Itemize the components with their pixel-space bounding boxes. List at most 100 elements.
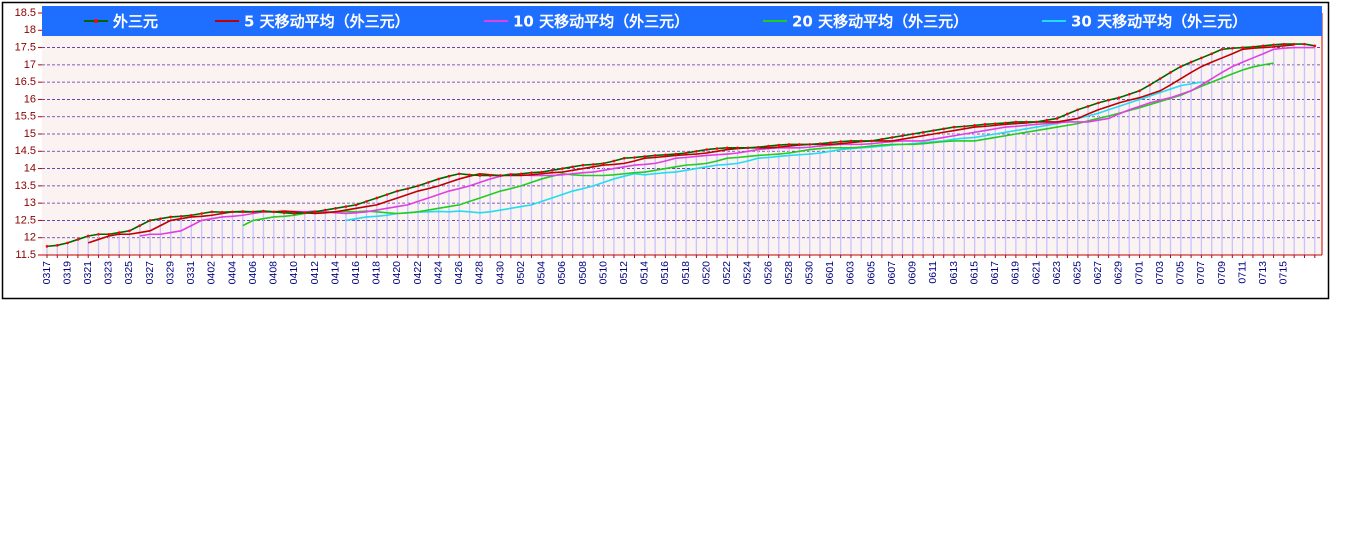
x-tick-label: 0703 <box>1154 261 1166 285</box>
point <box>973 124 976 127</box>
x-tick-label: 0422 <box>412 261 424 285</box>
point <box>1261 44 1265 48</box>
point <box>1045 118 1049 122</box>
point <box>138 224 142 227</box>
point <box>715 147 719 150</box>
point <box>76 238 80 241</box>
x-tick-label: 0418 <box>371 261 383 285</box>
point <box>1220 48 1224 51</box>
y-tick-label: 15 <box>24 128 36 140</box>
point <box>437 177 440 181</box>
x-tick-label: 0514 <box>639 261 651 285</box>
point <box>530 171 533 175</box>
point <box>468 173 471 177</box>
point <box>1014 120 1018 124</box>
point <box>1251 45 1255 49</box>
point <box>1127 92 1131 96</box>
legend-label: 5 天移动平均（外三元） <box>244 13 410 31</box>
x-tick-label: 0611 <box>927 261 939 284</box>
x-tick-label: 0522 <box>721 261 733 285</box>
point <box>767 144 770 148</box>
point <box>519 172 523 176</box>
point <box>839 140 842 143</box>
point <box>354 203 358 207</box>
x-tick-label: 0502 <box>515 261 527 285</box>
point <box>1148 83 1152 87</box>
point <box>303 211 306 215</box>
point <box>220 210 224 214</box>
point <box>334 207 337 210</box>
x-tick-label: 0329 <box>164 261 176 285</box>
point <box>231 210 234 214</box>
y-tick-label: 13.5 <box>15 180 36 192</box>
point <box>272 210 276 214</box>
point <box>818 142 822 145</box>
x-tick-label: 0414 <box>329 261 341 285</box>
point <box>550 169 554 172</box>
y-tick-label: 18.5 <box>15 7 36 19</box>
point <box>829 141 832 144</box>
point <box>457 172 461 176</box>
point <box>251 210 255 214</box>
x-tick-label: 0613 <box>948 261 960 285</box>
x-tick-label: 0508 <box>577 261 589 285</box>
point <box>1231 46 1234 50</box>
point <box>787 143 791 146</box>
point <box>45 245 49 248</box>
point <box>488 174 492 177</box>
x-tick-label: 0709 <box>1216 261 1228 285</box>
x-tick-label: 0408 <box>268 261 280 285</box>
x-tick-label: 0713 <box>1257 261 1269 285</box>
point <box>901 134 904 138</box>
x-tick-label: 0609 <box>907 261 919 285</box>
point <box>725 146 729 150</box>
point <box>241 210 245 213</box>
point <box>1189 60 1193 64</box>
point <box>1313 44 1317 48</box>
x-tick-label: 0516 <box>659 261 671 285</box>
x-tick-label: 0404 <box>226 261 238 285</box>
legend <box>42 6 1322 36</box>
series-line <box>46 43 1315 248</box>
legend-label: 20 天移动平均（外三元） <box>792 13 968 31</box>
x-tick-label: 0323 <box>103 261 115 285</box>
labels: 11.5 12 12.5 13 13.5 14 14.5 15 15.5 16 16.5 17 17.5… <box>15 7 1290 284</box>
point <box>344 205 348 208</box>
point <box>870 139 873 143</box>
legend-marker <box>94 19 98 23</box>
point <box>282 211 286 215</box>
point <box>117 231 121 234</box>
point <box>880 137 884 141</box>
x-tick-label: 0319 <box>61 261 73 285</box>
x-tick-label: 0410 <box>288 261 300 285</box>
point <box>97 232 100 236</box>
point <box>890 136 894 139</box>
point <box>695 149 698 153</box>
point <box>571 165 574 169</box>
point <box>396 189 399 193</box>
point <box>148 219 152 222</box>
x-tick-label: 0629 <box>1113 261 1125 285</box>
point <box>107 232 111 236</box>
point <box>66 241 69 245</box>
x-tick-label: 0327 <box>144 261 156 285</box>
x-tick-label: 0607 <box>886 261 898 285</box>
point <box>1055 117 1059 120</box>
x-tick-label: 0504 <box>536 261 548 285</box>
x-tick-label: 0424 <box>432 261 444 285</box>
legend-label: 10 天移动平均（外三元） <box>513 13 689 31</box>
point <box>1035 120 1038 124</box>
point <box>798 143 801 146</box>
x-tick-label: 0707 <box>1195 261 1207 285</box>
x-tick-label: 0603 <box>845 261 857 285</box>
point <box>416 184 420 188</box>
x-tick-label: 0623 <box>1051 261 1063 285</box>
chart: 外三元 5 天移动平均（外三元） 10 天移动平均（外三元） 20 天移动平均（外三元… <box>1 1 1330 300</box>
point <box>602 162 605 165</box>
y-tick-label: 12.5 <box>15 214 36 226</box>
point <box>1200 56 1203 60</box>
point <box>447 174 451 178</box>
point <box>746 146 750 150</box>
y-tick-label: 18 <box>24 24 36 36</box>
x-tick-label: 0619 <box>1010 261 1022 285</box>
